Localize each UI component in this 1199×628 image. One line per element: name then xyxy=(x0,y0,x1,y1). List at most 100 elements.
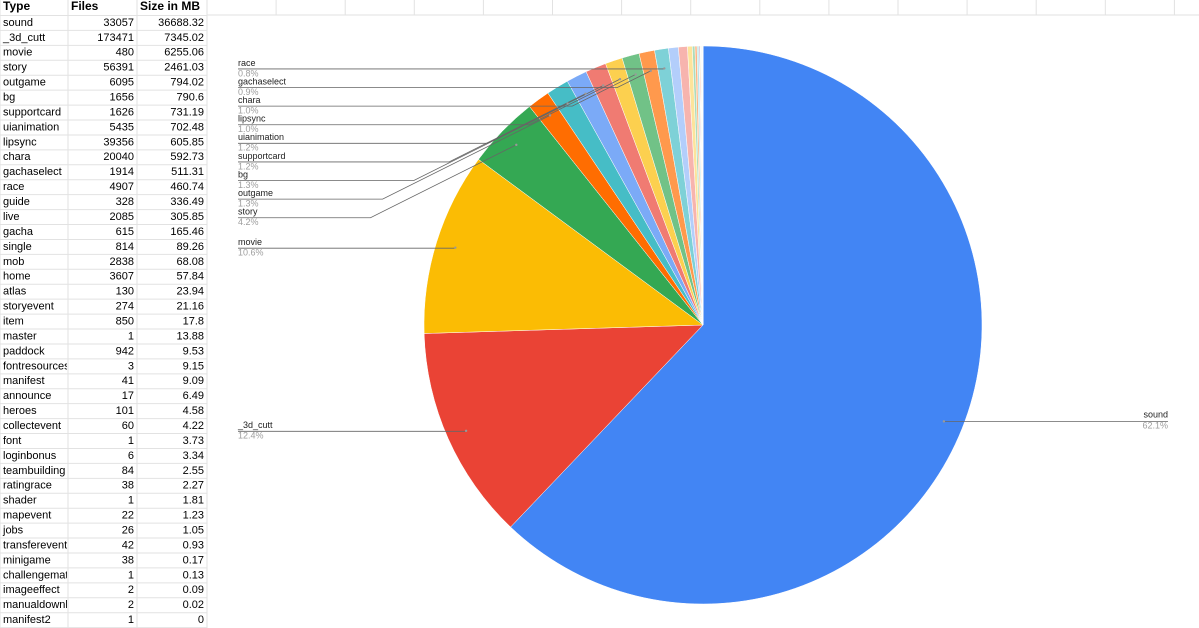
table-cell: 9.09 xyxy=(183,375,204,387)
table-cell: 480 xyxy=(116,47,134,59)
table-cell: manualdownload xyxy=(3,599,86,611)
table-cell: manifest xyxy=(3,375,45,387)
slice-percent: 62.1% xyxy=(1142,421,1168,431)
slice-percent: 0.8% xyxy=(238,68,259,78)
slice-label: outgame xyxy=(238,188,273,198)
slice-percent: 12.4% xyxy=(238,431,264,441)
table-cell: mob xyxy=(3,256,24,268)
slice-label: story xyxy=(238,207,258,217)
table-cell: fontresources xyxy=(3,360,70,372)
slice-label: uianimation xyxy=(238,132,284,142)
pie-chart: sound62.1%race0.8%gachaselect0.9%chara1.… xyxy=(237,45,1168,605)
table-cell: 1.05 xyxy=(183,524,204,536)
table-cell: 38 xyxy=(122,554,134,566)
leader-dot xyxy=(634,73,637,76)
table-cell: 4907 xyxy=(110,181,134,193)
table-cell: collectevent xyxy=(3,420,61,432)
table-cell: atlas xyxy=(3,286,27,298)
slice-label: race xyxy=(238,58,256,68)
table-cell: 3.34 xyxy=(183,450,204,462)
table-cell: 130 xyxy=(116,286,134,298)
table-cell: 3.73 xyxy=(183,435,204,447)
table-cell: 3607 xyxy=(110,271,134,283)
leader-line xyxy=(238,74,636,107)
slice-percent: 0.9% xyxy=(238,87,259,97)
table-cell: 6255.06 xyxy=(164,47,204,59)
slice-percent: 10.6% xyxy=(238,248,264,258)
table-cell: 702.48 xyxy=(170,121,204,133)
table-cell: 336.49 xyxy=(170,196,204,208)
table-cell: 1 xyxy=(128,614,134,626)
table-cell: 794.02 xyxy=(170,77,204,89)
table-cell: 1 xyxy=(128,435,134,447)
table-cell: challengematch xyxy=(3,569,80,581)
table-cell: 2838 xyxy=(110,256,134,268)
table-cell: guide xyxy=(3,196,30,208)
table-cell: 20040 xyxy=(103,151,134,163)
table-cell: 1.81 xyxy=(183,495,204,507)
table-cell: 460.74 xyxy=(170,181,204,193)
table-cell: 22 xyxy=(122,510,134,522)
table-cell: 0.93 xyxy=(183,539,204,551)
table-cell: 2 xyxy=(128,599,134,611)
table-cell: 7345.02 xyxy=(164,32,204,44)
table-cell: lipsync xyxy=(3,136,37,148)
table-cell: 2.27 xyxy=(183,480,204,492)
table-cell: single xyxy=(3,241,32,253)
table-cell: 1 xyxy=(128,495,134,507)
table-cell: 41 xyxy=(122,375,134,387)
slice-label: chara xyxy=(238,95,261,105)
table-cell: 38 xyxy=(122,480,134,492)
table-cell: paddock xyxy=(3,345,45,357)
table-cell: live xyxy=(3,211,20,223)
table-cell: 942 xyxy=(116,345,134,357)
leader-line xyxy=(238,78,621,126)
table-cell: 6 xyxy=(128,450,134,462)
table-cell: 33057 xyxy=(103,17,134,29)
table-cell: 0.09 xyxy=(183,584,204,596)
leader-dot xyxy=(618,77,622,81)
leader-dot xyxy=(602,84,605,87)
table-cell: 511.31 xyxy=(171,166,204,178)
leader-dot xyxy=(566,102,569,105)
slice-percent: 4.2% xyxy=(238,217,259,227)
table-cell: 1.23 xyxy=(183,510,204,522)
table-cell: 4.22 xyxy=(183,420,204,432)
table-cell: 3 xyxy=(128,360,134,372)
table-cell: transferevent xyxy=(3,539,67,551)
leader-line xyxy=(238,70,651,88)
table-cell: jobs xyxy=(2,524,24,536)
table-cell: 1626 xyxy=(110,106,134,118)
table-cell: font xyxy=(3,435,21,447)
table-cell: imageeffect xyxy=(3,584,60,596)
column-header: Size in MB xyxy=(140,0,200,13)
table-cell: 57.84 xyxy=(176,271,204,283)
table-cell: 605.85 xyxy=(170,136,204,148)
table-cell: sound xyxy=(3,17,33,29)
table-cell: 89.26 xyxy=(176,241,204,253)
table-cell: 0.02 xyxy=(183,599,204,611)
table-cell: ratingrace xyxy=(3,480,52,492)
table-cell: 328 xyxy=(116,196,134,208)
table-cell: bg xyxy=(3,92,15,104)
table-cell: 84 xyxy=(122,465,134,477)
table-cell: 305.85 xyxy=(170,211,204,223)
table-cell: 68.08 xyxy=(176,256,204,268)
table-cell: gachaselect xyxy=(3,166,62,178)
slice-percent: 1.0% xyxy=(238,106,259,116)
leader-line xyxy=(238,103,568,181)
leader-line xyxy=(238,144,517,219)
pie-slice xyxy=(510,45,983,605)
table-cell: 56391 xyxy=(103,62,134,74)
table-cell: mapevent xyxy=(3,510,51,522)
table-cell: 165.46 xyxy=(170,226,204,238)
leader-dot xyxy=(663,67,666,70)
table-cell: 1656 xyxy=(110,92,134,104)
slice-label: movie xyxy=(238,237,262,247)
table-cell: 39356 xyxy=(103,136,134,148)
table-cell: 814 xyxy=(116,241,134,253)
table-cell: 2.55 xyxy=(183,465,204,477)
table-cell: 615 xyxy=(116,226,134,238)
leader-dot xyxy=(454,246,457,249)
